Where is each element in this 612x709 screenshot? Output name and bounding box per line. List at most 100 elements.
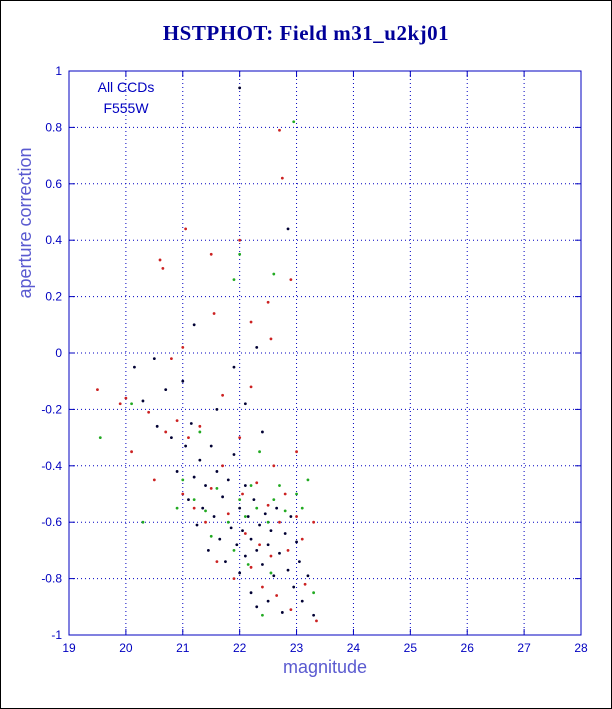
data-point-ccd-black xyxy=(209,444,213,448)
data-point-ccd-red xyxy=(221,464,225,468)
data-point-ccd-red xyxy=(204,520,207,524)
data-point-ccd-red xyxy=(118,402,122,406)
data-point-ccd-black xyxy=(175,470,179,473)
data-point-ccd-red xyxy=(158,258,162,262)
data-point-ccd-black xyxy=(266,543,270,547)
data-point-ccd-red xyxy=(96,388,99,392)
data-point-ccd-black xyxy=(258,523,261,527)
data-point-ccd-red xyxy=(286,549,290,552)
data-point-ccd-black xyxy=(155,424,159,428)
data-point-ccd-black xyxy=(152,357,156,361)
data-point-ccd-red xyxy=(152,478,156,482)
data-point-ccd-red xyxy=(289,278,293,282)
data-point-ccd-red xyxy=(272,464,276,468)
data-point-ccd-red xyxy=(266,300,270,304)
data-point-ccd-green xyxy=(238,252,242,256)
data-point-ccd-red xyxy=(170,357,173,361)
data-point-ccd-black xyxy=(292,585,296,589)
data-point-ccd-green xyxy=(312,591,316,595)
data-point-ccd-green xyxy=(255,506,259,510)
data-point-ccd-black xyxy=(246,515,250,518)
data-point-ccd-red xyxy=(303,582,307,586)
data-point-ccd-green xyxy=(269,571,273,575)
data-point-ccd-black xyxy=(189,422,193,425)
data-point-ccd-red xyxy=(289,608,293,612)
y-tick-label: 0.2 xyxy=(45,290,62,304)
data-point-ccd-black xyxy=(215,408,219,411)
data-point-ccd-red xyxy=(198,424,202,428)
chart-title: HSTPHOT: Field m31_u2kj01 xyxy=(162,21,450,45)
data-point-ccd-black xyxy=(133,365,136,369)
data-point-ccd-red xyxy=(209,252,213,256)
data-point-ccd-black xyxy=(215,470,219,473)
data-point-ccd-black xyxy=(252,498,256,502)
data-point-ccd-black xyxy=(226,478,230,482)
data-point-ccd-red xyxy=(232,577,236,580)
data-point-ccd-black xyxy=(312,613,316,617)
data-point-ccd-green xyxy=(232,549,236,552)
data-point-ccd-black xyxy=(241,529,244,533)
data-point-ccd-black xyxy=(255,605,259,609)
x-tick-label: 21 xyxy=(176,641,190,655)
x-tick-label: 24 xyxy=(347,641,361,655)
data-point-ccd-green xyxy=(181,478,185,482)
data-point-ccd-black xyxy=(141,399,145,403)
y-tick-label: -0.6 xyxy=(41,515,62,529)
y-tick-label: 0.4 xyxy=(45,233,62,247)
data-point-ccd-green xyxy=(300,506,304,510)
data-point-ccd-green xyxy=(130,402,133,406)
data-point-ccd-red xyxy=(249,385,253,389)
data-point-ccd-black xyxy=(184,444,188,448)
y-tick-label: -0.4 xyxy=(41,459,62,473)
data-point-ccd-black xyxy=(249,537,253,541)
data-point-ccd-black xyxy=(306,574,310,578)
data-point-ccd-black xyxy=(224,560,227,564)
data-point-ccd-red xyxy=(269,554,273,558)
data-point-ccd-red xyxy=(249,565,253,569)
y-tick-label: 0.8 xyxy=(45,120,62,134)
data-point-ccd-red xyxy=(212,312,216,315)
data-point-ccd-black xyxy=(218,537,222,541)
data-point-ccd-black xyxy=(170,436,173,439)
data-point-ccd-black xyxy=(266,599,270,603)
data-point-ccd-red xyxy=(124,396,128,400)
data-point-ccd-black xyxy=(201,506,205,510)
data-point-ccd-black xyxy=(289,515,293,518)
x-tick-label: 22 xyxy=(233,641,247,655)
data-point-ccd-green xyxy=(266,520,270,524)
data-point-ccd-red xyxy=(300,537,304,541)
data-point-ccd-red xyxy=(275,594,279,597)
data-point-ccd-red xyxy=(209,486,213,490)
data-point-ccd-black xyxy=(286,568,290,572)
data-point-ccd-green xyxy=(261,613,264,617)
y-tick-label: 0.6 xyxy=(45,177,62,191)
x-tick-label: 23 xyxy=(290,641,304,655)
data-point-ccd-black xyxy=(263,512,267,516)
legend-block: All CCDs F555W xyxy=(89,77,163,119)
data-point-ccd-green xyxy=(192,498,196,502)
data-point-ccd-black xyxy=(243,484,247,487)
data-point-ccd-green xyxy=(204,509,207,513)
data-point-ccd-red xyxy=(278,128,281,132)
data-point-ccd-red xyxy=(238,238,242,242)
data-point-ccd-black xyxy=(243,554,247,558)
data-point-ccd-black xyxy=(243,402,247,406)
data-point-ccd-red xyxy=(147,410,151,414)
data-point-ccd-red xyxy=(266,503,270,507)
data-point-ccd-green xyxy=(272,272,276,276)
data-point-ccd-black xyxy=(261,430,264,434)
data-point-ccd-black xyxy=(181,379,185,383)
legend-line-filter: F555W xyxy=(103,100,149,116)
data-point-ccd-green xyxy=(246,563,250,566)
data-point-ccd-green xyxy=(141,520,145,524)
data-point-ccd-black xyxy=(261,563,264,566)
x-tick-label: 25 xyxy=(404,641,418,655)
data-point-ccd-green xyxy=(232,278,236,282)
data-point-ccd-red xyxy=(184,227,188,231)
data-point-ccd-black xyxy=(204,484,207,487)
data-point-ccd-green xyxy=(292,120,296,124)
data-point-ccd-red xyxy=(238,436,242,439)
x-tick-label: 28 xyxy=(574,641,588,655)
x-tick-label: 20 xyxy=(119,641,133,655)
data-point-ccd-black xyxy=(229,526,233,530)
